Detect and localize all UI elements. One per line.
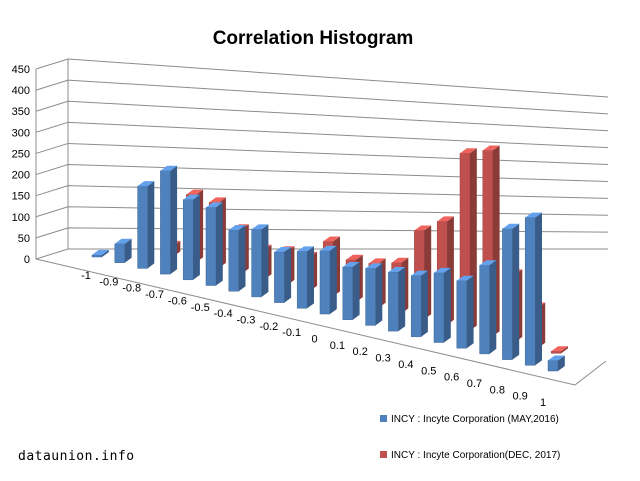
legend-swatch-dec-2017 bbox=[380, 451, 387, 458]
bar-may-2016 bbox=[547, 355, 565, 372]
gridline bbox=[35, 185, 609, 199]
y-tick-label: 450 bbox=[12, 64, 30, 76]
x-tick-label: 0.4 bbox=[398, 359, 413, 371]
x-axis-ticks: -1 -0.9 -0.8 -0.7 -0.6 -0.5 -0.4-0.3 -0.2 -0.1 0 0… bbox=[81, 270, 546, 409]
y-tick-label: 250 bbox=[12, 148, 30, 160]
legend: INCY : Incyte Corporation (MAY,2016) INC… bbox=[380, 414, 560, 461]
x-tick-label: 0.2 bbox=[353, 346, 368, 358]
chart-title: Correlation Histogram bbox=[213, 28, 414, 49]
x-tick-label: 0.8 bbox=[490, 384, 505, 396]
gridline bbox=[35, 206, 609, 218]
x-tick-label: -1 bbox=[81, 270, 91, 282]
x-tick-label: -0.4 bbox=[214, 308, 233, 320]
bar-may-2016 bbox=[182, 194, 200, 281]
bar-may-2016 bbox=[160, 165, 178, 275]
y-tick-label: 350 bbox=[12, 106, 30, 118]
bar-may-2016 bbox=[114, 238, 132, 263]
x-tick-label: 1 bbox=[540, 397, 546, 409]
bar-may-2016 bbox=[251, 224, 269, 298]
bar-may-2016 bbox=[319, 245, 337, 315]
x-tick-label: 0 bbox=[311, 334, 317, 346]
y-tick-label: 200 bbox=[12, 170, 30, 182]
gridline bbox=[35, 79, 609, 115]
bar-may-2016 bbox=[91, 249, 109, 258]
bar-may-2016 bbox=[388, 267, 406, 332]
x-tick-label: -0.5 bbox=[191, 302, 210, 314]
bar-may-2016 bbox=[479, 260, 497, 355]
y-tick-label: 400 bbox=[12, 85, 30, 97]
gridline bbox=[35, 100, 609, 132]
x-tick-label: -0.9 bbox=[99, 276, 118, 288]
bar-may-2016 bbox=[342, 262, 360, 320]
series-may-2016-bars bbox=[91, 165, 565, 372]
gridline bbox=[35, 142, 609, 166]
bar-may-2016 bbox=[137, 181, 155, 269]
x-tick-label: 0.6 bbox=[444, 372, 459, 384]
y-axis-ticks: 0 50 100 150 200 250 300 350 400 450 bbox=[12, 64, 30, 266]
gridline bbox=[35, 164, 609, 182]
x-tick-label: -0.6 bbox=[168, 295, 187, 307]
y-tick-label: 150 bbox=[12, 191, 30, 203]
bar-may-2016 bbox=[410, 270, 428, 338]
legend-label-dec-2017: INCY : Incyte Corporation(DEC, 2017) bbox=[391, 450, 560, 461]
y-tick-label: 50 bbox=[18, 233, 30, 245]
bar-may-2016 bbox=[456, 275, 474, 349]
legend-label-may-2016: INCY : Incyte Corporation (MAY,2016) bbox=[391, 414, 559, 425]
y-tick-label: 100 bbox=[12, 212, 30, 224]
x-tick-label: -0.1 bbox=[282, 327, 301, 339]
gridline bbox=[35, 58, 609, 98]
x-tick-label: 0.9 bbox=[513, 391, 528, 403]
bar-may-2016 bbox=[365, 263, 383, 326]
bar-dec-2017 bbox=[550, 346, 568, 354]
x-tick-label: 0.5 bbox=[421, 365, 436, 377]
x-tick-label: 0.3 bbox=[375, 353, 390, 365]
legend-swatch-may-2016 bbox=[380, 415, 387, 422]
x-tick-label: -0.3 bbox=[236, 314, 255, 326]
y-tick-label: 300 bbox=[12, 127, 30, 139]
floor-edge bbox=[35, 258, 607, 386]
bar-may-2016 bbox=[502, 223, 520, 360]
x-tick-label: -0.7 bbox=[145, 289, 164, 301]
x-tick-label: -0.2 bbox=[259, 321, 278, 333]
bar-may-2016 bbox=[524, 212, 542, 366]
chart-gridlines bbox=[35, 58, 609, 386]
bar-may-2016 bbox=[296, 246, 314, 309]
bar-may-2016 bbox=[274, 247, 292, 303]
bar-may-2016 bbox=[228, 225, 246, 292]
x-tick-label: 0.7 bbox=[467, 378, 482, 390]
gridline bbox=[35, 227, 609, 239]
x-tick-label: -0.8 bbox=[122, 283, 141, 295]
y-tick-label: 0 bbox=[24, 254, 30, 266]
bar-may-2016 bbox=[433, 267, 451, 343]
site-watermark: dataunion.info bbox=[18, 449, 135, 464]
bar-may-2016 bbox=[205, 202, 223, 286]
x-tick-label: 0.1 bbox=[330, 340, 345, 352]
